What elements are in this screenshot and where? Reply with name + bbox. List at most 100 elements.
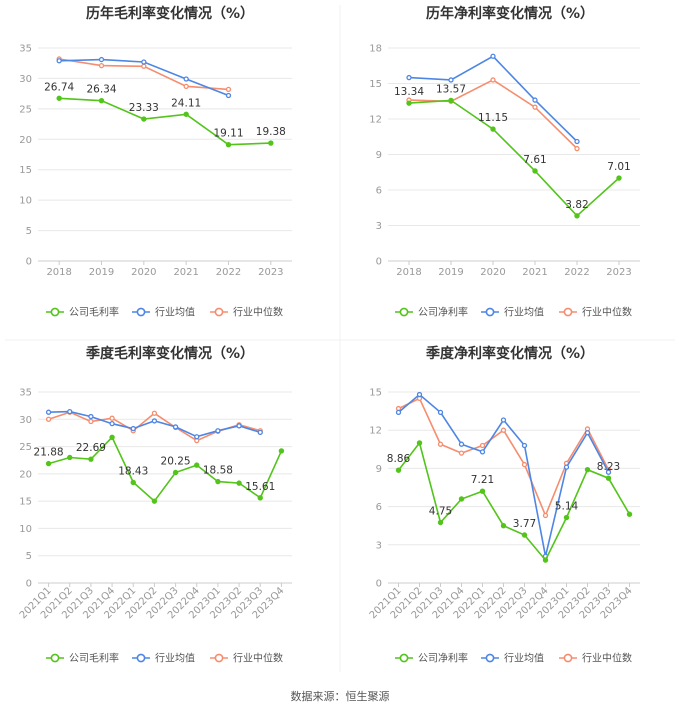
series-line-1 [48, 435, 283, 503]
legend-label-2: 行业均值 [155, 652, 195, 665]
data-label: 21.88 [34, 447, 64, 459]
series-point [130, 425, 136, 432]
legend-marker-3 [563, 653, 573, 663]
x-tick-label: 2023 [606, 267, 631, 278]
y-tick-label: 35 [19, 44, 32, 55]
series-point [109, 415, 115, 421]
legend-label-1: 公司毛利率 [69, 652, 119, 665]
y-tick-label: 9 [376, 150, 382, 161]
data-label: 19.38 [256, 126, 286, 138]
x-tick-label: 2019 [438, 267, 463, 278]
x-tick-label: 2018 [46, 267, 71, 278]
y-tick-label: 12 [369, 115, 382, 126]
series-point [521, 442, 528, 449]
x-tick-label: 2022 [564, 267, 589, 278]
series-point [479, 442, 486, 449]
y-tick-label: 3 [376, 221, 382, 232]
series-point [130, 479, 136, 486]
series-point [448, 77, 454, 83]
y-tick-label: 25 [19, 104, 32, 115]
series-point [416, 440, 423, 446]
series-point [605, 475, 612, 481]
series-point [98, 56, 105, 63]
legend-label-2: 行业均值 [504, 306, 544, 319]
data-source-note: 数据来源：恒生聚源 [290, 690, 390, 703]
series-point [490, 77, 496, 83]
chart-panel-1: 历年毛利率变化情况（%） 0 5 10 15 20 25 30 35 2018 2019 2020 20… [19, 5, 292, 319]
data-label: 19.11 [213, 128, 243, 140]
data-label: 18.58 [203, 465, 233, 477]
series-point [458, 441, 465, 447]
legend-marker-3 [214, 653, 224, 663]
series-point [183, 76, 189, 82]
series-point [584, 430, 591, 436]
x-tick-label: 2020 [480, 267, 505, 278]
series-point [215, 478, 221, 485]
series-point [406, 100, 412, 106]
legend-marker-3 [563, 307, 573, 317]
data-label: 13.57 [436, 83, 466, 95]
y-tick-label: 10 [19, 524, 32, 535]
x-tick-label: 2021 [522, 267, 547, 278]
series-point [215, 428, 221, 434]
y-tick-label: 15 [369, 79, 382, 90]
chart-title: 季度毛利率变化情况（%） [85, 345, 254, 362]
series-point [45, 409, 52, 415]
x-tick-label: 2023 [258, 267, 283, 278]
series-point [45, 416, 52, 422]
series-point [605, 469, 612, 475]
series-point [45, 460, 52, 467]
series-point [458, 496, 465, 502]
legend-marker-1 [399, 653, 409, 663]
legend-label-3: 行业中位数 [582, 652, 632, 665]
legend-marker-1 [399, 307, 409, 317]
series-point [98, 62, 105, 69]
chart-title: 季度净利率变化情况（%） [425, 345, 594, 362]
y-tick-label: 0 [376, 257, 382, 268]
series-point [500, 427, 507, 433]
legend-marker-1 [50, 653, 60, 663]
x-tick-label: 2018 [396, 267, 421, 278]
series-point [194, 434, 200, 440]
y-tick-label: 9 [376, 464, 382, 475]
x-tick-label: 2019 [89, 267, 114, 278]
y-tick-label: 3 [376, 540, 382, 551]
data-label: 3.77 [513, 518, 536, 530]
series-point [109, 421, 115, 427]
series-point [532, 104, 538, 110]
series-point [574, 213, 580, 219]
series-line-3 [398, 397, 610, 518]
series-line-1 [59, 97, 271, 146]
series-point [141, 63, 147, 69]
series-point [109, 434, 115, 440]
series-point [236, 423, 242, 429]
legend-label-1: 公司毛利率 [69, 306, 119, 319]
data-label: 20.25 [161, 455, 191, 467]
series-point [458, 450, 465, 456]
series-point [183, 111, 189, 117]
series-point [98, 98, 105, 104]
legend-label-3: 行业中位数 [582, 306, 632, 319]
series-point [278, 448, 285, 454]
series-point [151, 410, 158, 416]
series-point [236, 480, 242, 486]
y-tick-label: 20 [19, 135, 32, 146]
series-point [67, 408, 73, 415]
legend-marker-3 [214, 307, 224, 317]
chart-panel-2: 历年净利率变化情况（%） 0 3 6 9 12 15 18 2018 2019 2020 2021 20… [369, 5, 640, 319]
chart-title: 历年毛利率变化情况（%） [86, 5, 254, 22]
series-point [141, 116, 147, 122]
series-point [563, 514, 570, 521]
data-label: 18.43 [118, 465, 148, 477]
y-tick-label: 6 [376, 502, 382, 513]
x-tick-label: 2021 [173, 267, 198, 278]
data-label: 24.11 [171, 97, 201, 109]
series-point [257, 495, 263, 501]
y-tick-label: 5 [26, 226, 32, 237]
series-point [574, 145, 580, 152]
series-point [416, 391, 423, 398]
y-tick-label: 18 [369, 44, 382, 55]
data-label: 7.61 [523, 154, 546, 166]
series-point [437, 519, 444, 526]
series-point [56, 95, 62, 101]
